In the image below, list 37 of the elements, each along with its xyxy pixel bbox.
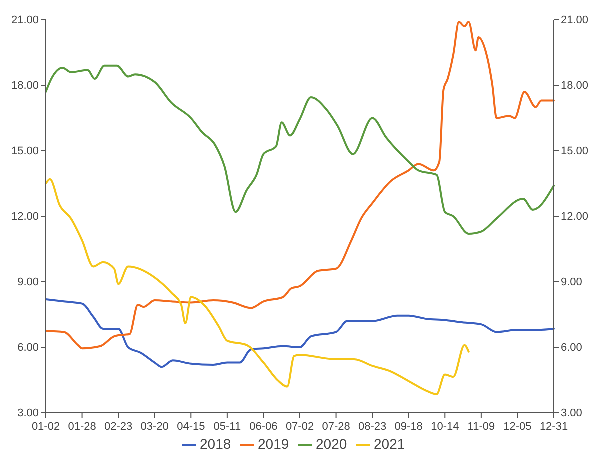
x-tick-label: 12-31 bbox=[540, 421, 568, 433]
y-tick-label: 6.00 bbox=[18, 342, 39, 354]
y2-tick-label: 18.00 bbox=[561, 80, 589, 92]
x-tick-label: 09-18 bbox=[394, 421, 423, 433]
line-series bbox=[45, 298, 555, 368]
x-tick-label: 03-20 bbox=[140, 421, 169, 433]
legend-label: 2018 bbox=[200, 436, 232, 452]
line-series bbox=[45, 21, 555, 350]
y-tick-label: 3.00 bbox=[18, 408, 39, 420]
y2-tick-label: 6.00 bbox=[561, 342, 582, 354]
y2-tick-label: 15.00 bbox=[561, 146, 589, 158]
x-tick-label: 04-15 bbox=[177, 421, 206, 433]
legend-label: 2021 bbox=[374, 436, 406, 452]
y-tick-label: 15.00 bbox=[11, 146, 39, 158]
legend-label: 2019 bbox=[258, 436, 290, 452]
y-tick-label: 9.00 bbox=[18, 276, 39, 289]
x-tick-label: 01-28 bbox=[68, 421, 96, 433]
x-tick-label: 12-05 bbox=[504, 421, 532, 433]
x-tick-label: 11-09 bbox=[468, 421, 496, 433]
line-series bbox=[45, 178, 470, 396]
legend-label: 2020 bbox=[316, 436, 348, 452]
y2-tick-label: 21.00 bbox=[561, 14, 589, 27]
x-tick-label: 01-02 bbox=[32, 421, 60, 433]
y-tick-label: 21.00 bbox=[11, 14, 39, 27]
y2-tick-label: 3.00 bbox=[561, 408, 582, 420]
x-tick-label: 07-28 bbox=[322, 421, 350, 433]
line-series bbox=[45, 64, 555, 235]
x-tick-label: 02-23 bbox=[104, 421, 133, 433]
x-tick-label: 07-02 bbox=[286, 421, 314, 433]
y-tick-label: 18.00 bbox=[11, 80, 39, 92]
y2-tick-label: 12.00 bbox=[561, 211, 589, 224]
y2-tick-label: 9.00 bbox=[561, 276, 582, 289]
y-tick-label: 12.00 bbox=[11, 211, 39, 224]
x-tick-label: 05-11 bbox=[214, 421, 242, 433]
x-tick-label: 08-23 bbox=[358, 421, 387, 433]
x-tick-label: 06-06 bbox=[250, 421, 278, 433]
x-tick-label: 10-14 bbox=[431, 421, 460, 433]
